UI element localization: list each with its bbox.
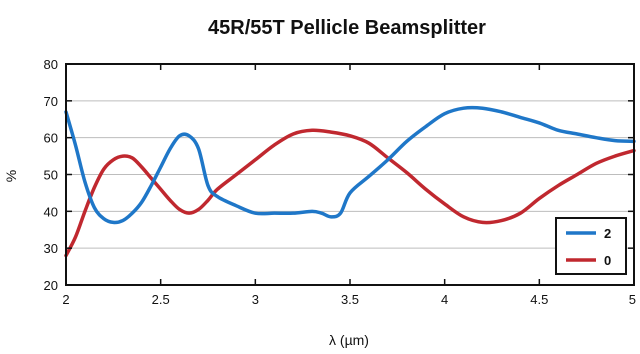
x-tick-label: 3.5 (341, 292, 359, 307)
y-tick-label: 80 (44, 57, 58, 72)
series-line-0 (64, 128, 636, 258)
y-tick-label: 40 (44, 204, 58, 219)
y-axis-label: % (3, 170, 19, 182)
legend-label: 0 (604, 253, 611, 268)
y-tick-label: 30 (44, 241, 58, 256)
legend: 20 (555, 217, 627, 275)
y-tick-label: 60 (44, 131, 58, 146)
grid-lines (66, 100, 634, 249)
x-tick-label: 5 (629, 292, 636, 307)
y-tick-label: 70 (44, 94, 58, 109)
x-tick-label: 2.5 (152, 292, 170, 307)
series-lines (64, 105, 636, 258)
x-tick-label: 4.5 (530, 292, 548, 307)
y-tick-label: 20 (44, 278, 58, 293)
legend-label: 2 (604, 226, 611, 241)
x-axis-label: λ (µm) (329, 332, 369, 348)
y-tick-label: 50 (44, 168, 58, 183)
x-tick-label: 4 (441, 292, 448, 307)
x-tick-label: 2 (62, 292, 69, 307)
legend-box (555, 217, 627, 275)
series-line-2 (64, 105, 636, 225)
x-tick-label: 3 (252, 292, 259, 307)
chart-title: 45R/55T Pellicle Beamsplitter (208, 17, 486, 39)
